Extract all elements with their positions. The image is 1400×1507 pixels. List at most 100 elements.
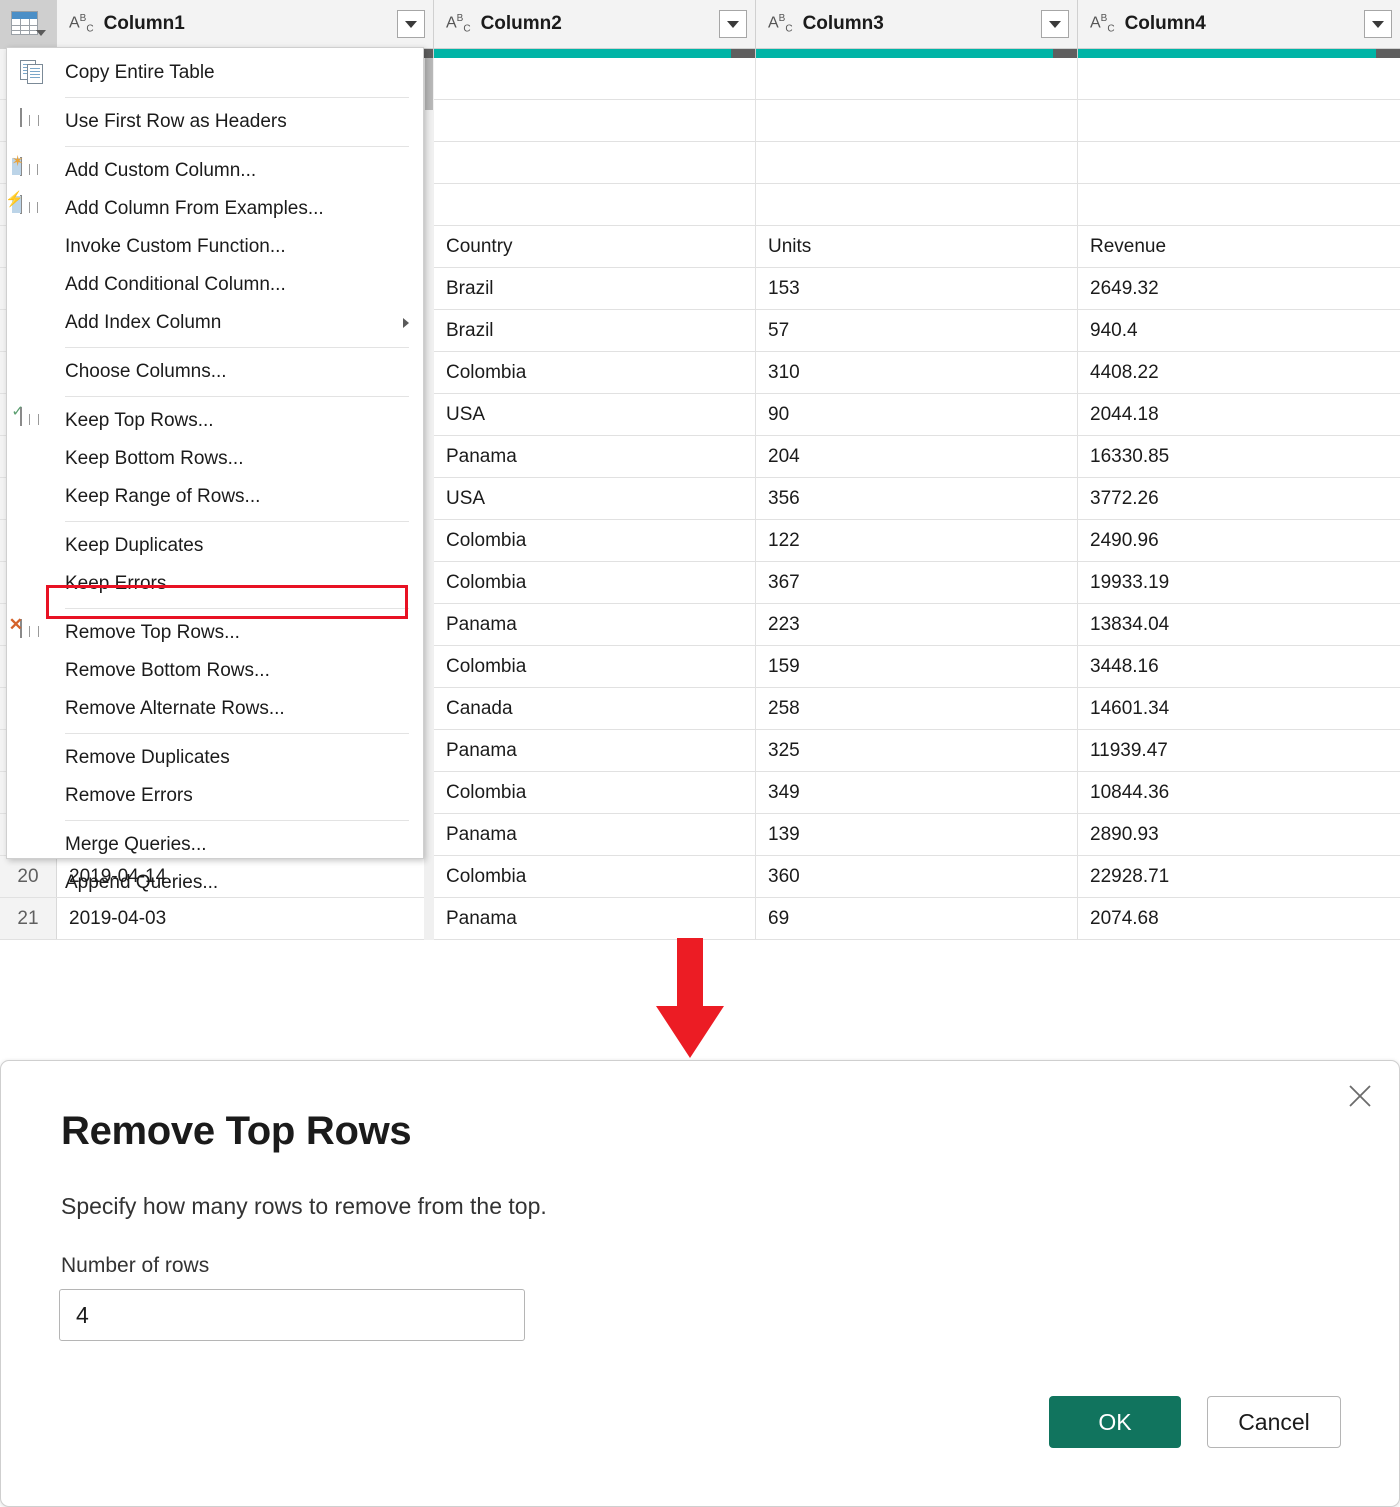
table-cell-column-3[interactable]: 356 [756, 478, 1078, 519]
table-cell-column-2[interactable]: Brazil [434, 310, 756, 351]
table-cell-column-2[interactable]: Colombia [434, 562, 756, 603]
table-cell-column-2[interactable] [434, 142, 756, 183]
table-cell-column-2[interactable]: USA [434, 394, 756, 435]
table-cell-column-2[interactable] [434, 100, 756, 141]
table-cell-column-4[interactable]: 2074.68 [1078, 898, 1400, 939]
menu-item-remove-alternate-rows[interactable]: Remove Alternate Rows... [7, 690, 423, 728]
menu-item-keep-range-of-rows[interactable]: Keep Range of Rows... [7, 478, 423, 516]
table-cell-column-2[interactable]: Colombia [434, 352, 756, 393]
table-cell-column-4[interactable] [1078, 142, 1400, 183]
menu-item-remove-errors[interactable]: Remove Errors [7, 777, 423, 815]
table-cell-column-2[interactable]: Colombia [434, 520, 756, 561]
table-cell-column-2[interactable]: Canada [434, 688, 756, 729]
table-cell-column-2[interactable]: Brazil [434, 268, 756, 309]
menu-item-merge-queries[interactable]: Merge Queries... [7, 826, 423, 864]
table-cell-column-4[interactable] [1078, 58, 1400, 99]
table-cell-column-3[interactable]: 360 [756, 856, 1078, 897]
table-cell-column-4[interactable] [1078, 184, 1400, 225]
chevron-down-icon[interactable] [1364, 10, 1392, 38]
menu-item-add-custom-column[interactable]: ✶ Add Custom Column... [7, 152, 423, 190]
table-cell-column-3[interactable] [756, 184, 1078, 225]
table-cell-column-3[interactable]: 90 [756, 394, 1078, 435]
table-cell-column-3[interactable]: 258 [756, 688, 1078, 729]
table-row[interactable]: Colombia 122 2490.96 [0, 520, 1400, 562]
menu-item-use-first-row-as-headers[interactable]: Use First Row as Headers [7, 103, 423, 141]
table-cell-column-4[interactable]: 940.4 [1078, 310, 1400, 351]
menu-item-add-column-from-examples[interactable]: ⚡ Add Column From Examples... [5, 190, 423, 228]
menu-item-keep-bottom-rows[interactable]: Keep Bottom Rows... [7, 440, 423, 478]
table-cell-column-2[interactable]: Colombia [434, 772, 756, 813]
table-cell-column-3[interactable]: 310 [756, 352, 1078, 393]
table-cell-column-4[interactable]: Revenue [1078, 226, 1400, 267]
menu-item-choose-columns[interactable]: Choose Columns... [7, 353, 423, 391]
column-header-2[interactable]: ABC Column2 [434, 0, 756, 48]
table-cell-column-2[interactable] [434, 184, 756, 225]
menu-item-keep-top-rows[interactable]: ✓ Keep Top Rows... [7, 402, 423, 440]
table-cell-column-3[interactable]: 159 [756, 646, 1078, 687]
menu-item-invoke-custom-function[interactable]: Invoke Custom Function... [7, 228, 423, 266]
scrollbar-thumb[interactable] [425, 58, 433, 110]
table-row[interactable]: 21 2019-04-03 Panama 69 2074.68 [0, 898, 1400, 940]
table-cell-column-4[interactable]: 2890.93 [1078, 814, 1400, 855]
table-cell-column-4[interactable]: 13834.04 [1078, 604, 1400, 645]
table-cell-column-3[interactable]: 367 [756, 562, 1078, 603]
menu-item-copy-entire-table[interactable]: Copy Entire Table [7, 54, 423, 92]
table-cell-column-4[interactable]: 22928.71 [1078, 856, 1400, 897]
table-cell-column-4[interactable]: 16330.85 [1078, 436, 1400, 477]
menu-item-keep-errors[interactable]: Keep Errors [7, 565, 423, 603]
table-cell-column-4[interactable]: 3772.26 [1078, 478, 1400, 519]
table-cell-column-4[interactable]: 2490.96 [1078, 520, 1400, 561]
table-cell-column-3[interactable] [756, 142, 1078, 183]
table-cell-column-3[interactable] [756, 100, 1078, 141]
table-context-menu[interactable]: Copy Entire Table Use First Row as Header… [5, 47, 424, 893]
vertical-scrollbar[interactable] [424, 58, 434, 940]
table-cell-column-3[interactable]: 349 [756, 772, 1078, 813]
menu-item-remove-bottom-rows[interactable]: Remove Bottom Rows... [7, 652, 423, 690]
table-cell-column-1[interactable]: 2019-04-03 [57, 898, 434, 939]
table-cell-column-4[interactable]: 2649.32 [1078, 268, 1400, 309]
table-cell-column-3[interactable]: 57 [756, 310, 1078, 351]
cancel-button[interactable]: Cancel [1207, 1396, 1341, 1448]
table-cell-column-2[interactable]: Panama [434, 898, 756, 939]
table-cell-column-2[interactable]: Panama [434, 814, 756, 855]
chevron-down-icon[interactable] [397, 10, 425, 38]
table-cell-column-4[interactable] [1078, 100, 1400, 141]
column-header-3[interactable]: ABC Column3 [756, 0, 1078, 48]
menu-item-remove-top-rows[interactable]: ✕ Remove Top Rows... [7, 614, 423, 652]
table-cell-column-3[interactable]: Units [756, 226, 1078, 267]
table-cell-column-3[interactable]: 122 [756, 520, 1078, 561]
chevron-down-icon[interactable] [719, 10, 747, 38]
table-cell-column-1[interactable]: 2019-04-14 [57, 856, 434, 897]
table-cell-column-3[interactable]: 153 [756, 268, 1078, 309]
table-cell-column-4[interactable]: 10844.36 [1078, 772, 1400, 813]
table-cell-column-4[interactable]: 19933.19 [1078, 562, 1400, 603]
menu-item-add-conditional-column[interactable]: Add Conditional Column... [7, 266, 423, 304]
ok-button[interactable]: OK [1049, 1396, 1181, 1448]
table-cell-column-2[interactable]: Panama [434, 730, 756, 771]
close-icon[interactable] [1339, 1075, 1381, 1117]
table-cell-column-2[interactable]: Panama [434, 604, 756, 645]
table-select-corner-button[interactable] [0, 0, 57, 48]
menu-item-keep-duplicates[interactable]: Keep Duplicates [7, 527, 423, 565]
table-cell-column-2[interactable]: Panama [434, 436, 756, 477]
table-cell-column-4[interactable]: 4408.22 [1078, 352, 1400, 393]
table-cell-column-3[interactable]: 69 [756, 898, 1078, 939]
table-cell-column-4[interactable]: 3448.16 [1078, 646, 1400, 687]
table-cell-column-3[interactable]: 204 [756, 436, 1078, 477]
table-cell-column-4[interactable]: 14601.34 [1078, 688, 1400, 729]
menu-item-add-index-column[interactable]: Add Index Column [7, 304, 423, 342]
table-cell-column-3[interactable] [756, 58, 1078, 99]
table-cell-column-3[interactable]: 223 [756, 604, 1078, 645]
column-header-4[interactable]: ABC Column4 [1078, 0, 1400, 48]
table-cell-column-3[interactable]: 325 [756, 730, 1078, 771]
table-cell-column-2[interactable] [434, 58, 756, 99]
table-row[interactable]: 20 2019-04-14 Colombia 360 22928.71 [0, 856, 1400, 898]
table-cell-column-4[interactable]: 11939.47 [1078, 730, 1400, 771]
table-cell-column-2[interactable]: Country [434, 226, 756, 267]
menu-item-remove-duplicates[interactable]: Remove Duplicates [7, 739, 423, 777]
table-cell-column-2[interactable]: Colombia [434, 646, 756, 687]
table-cell-column-3[interactable]: 139 [756, 814, 1078, 855]
table-cell-column-2[interactable]: Colombia [434, 856, 756, 897]
number-of-rows-input[interactable]: 4 [59, 1289, 525, 1341]
menu-item-append-queries[interactable]: Append Queries... [7, 864, 423, 902]
